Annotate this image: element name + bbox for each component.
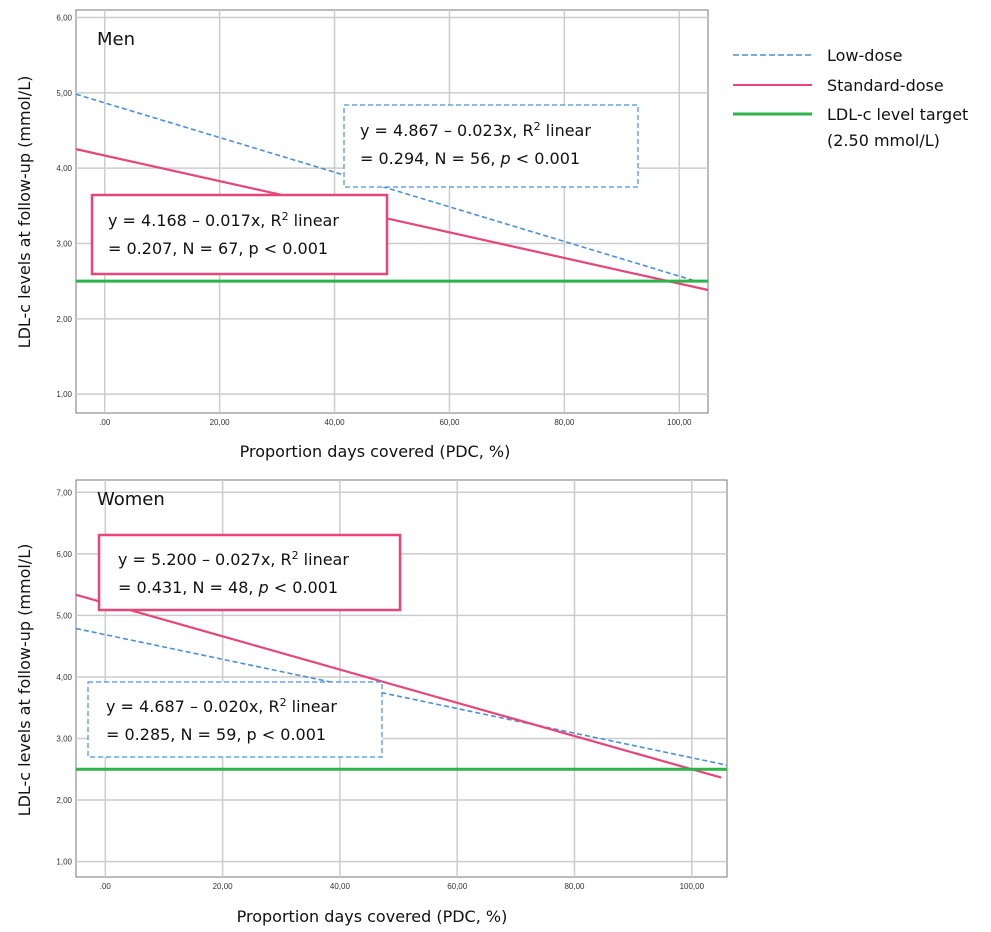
legend-low-dose-label: Low-dose bbox=[827, 46, 902, 65]
women-x-tick-label: 60,00 bbox=[447, 882, 468, 891]
men-panel-label: Men bbox=[97, 29, 135, 50]
women-x-tick-label: 20,00 bbox=[213, 882, 234, 891]
women-y-tick-label: 2,00 bbox=[56, 796, 72, 805]
men-low-dose-equation-line2: = 0.294, N = 56, p < 0.001 bbox=[360, 149, 580, 168]
men-low-dose-equation-line1: y = 4.867 – 0.023x, R2 linear bbox=[360, 120, 591, 140]
men-standard-dose-equation-line1: y = 4.168 – 0.017x, R2 linear bbox=[108, 210, 339, 230]
women-panel: 1,00 2,00 3,00 4,00 5,00 6,00 7,00 .00 20,00 40,… bbox=[15, 479, 728, 926]
men-low-dose-fit-line bbox=[75, 93, 697, 283]
women-grid bbox=[76, 480, 727, 877]
women-standard-dose-fit-line bbox=[75, 593, 722, 779]
men-series bbox=[75, 93, 709, 292]
women-x-tick-label: 100,00 bbox=[680, 882, 705, 891]
women-standard-dose-equation-line1: y = 5.200 – 0.027x, R2 linear bbox=[118, 549, 349, 569]
legend-standard-dose-label: Standard-dose bbox=[827, 76, 944, 95]
women-low-dose-fit-line bbox=[75, 627, 728, 766]
men-x-tick-label: 100,00 bbox=[667, 418, 692, 427]
women-x-tick-label: 80,00 bbox=[564, 882, 585, 891]
men-y-tick-label: 2,00 bbox=[56, 315, 72, 324]
legend-target-sublabel: (2.50 mmol/L) bbox=[827, 131, 940, 150]
women-y-axis-label: LDL-c levels at follow-up (mmol/L) bbox=[15, 544, 34, 817]
legend-target-label: LDL-c level target bbox=[827, 105, 968, 124]
women-y-tick-label: 1,00 bbox=[56, 858, 72, 867]
men-y-tick-label: 4,00 bbox=[56, 164, 72, 173]
women-y-tick-label: 7,00 bbox=[56, 488, 72, 497]
men-x-tick-labels: .00 20,00 40,00 60,00 80,00 100,00 bbox=[99, 418, 692, 427]
men-y-axis-label: LDL-c levels at follow-up (mmol/L) bbox=[15, 76, 34, 349]
men-y-tick-label: 6,00 bbox=[56, 14, 72, 23]
women-y-tick-label: 4,00 bbox=[56, 673, 72, 682]
women-panel-label: Women bbox=[97, 489, 165, 510]
men-x-tick-label: 20,00 bbox=[210, 418, 231, 427]
men-low-dose-equation-box: y = 4.867 – 0.023x, R2 linear = 0.294, N… bbox=[343, 104, 639, 188]
men-x-tick-label: .00 bbox=[99, 418, 111, 427]
women-series bbox=[75, 593, 728, 779]
men-y-tick-labels: 1,00 2,00 3,00 4,00 5,00 6,00 bbox=[56, 14, 72, 400]
men-x-tick-label: 40,00 bbox=[325, 418, 346, 427]
women-y-tick-label: 6,00 bbox=[56, 550, 72, 559]
women-low-dose-equation-line1: y = 4.687 – 0.020x, R2 linear bbox=[106, 696, 337, 716]
women-x-tick-label: .00 bbox=[100, 882, 112, 891]
women-y-tick-label: 5,00 bbox=[56, 611, 72, 620]
men-x-tick-label: 60,00 bbox=[439, 418, 460, 427]
men-standard-dose-equation-line2: = 0.207, N = 67, p < 0.001 bbox=[108, 239, 328, 258]
men-panel: 1,00 2,00 3,00 4,00 5,00 6,00 .00 20,00 40,00 60… bbox=[15, 9, 709, 461]
women-x-tick-label: 40,00 bbox=[330, 882, 351, 891]
men-y-tick-label: 5,00 bbox=[56, 89, 72, 98]
men-x-tick-label: 80,00 bbox=[554, 418, 575, 427]
women-standard-dose-equation-box: y = 5.200 – 0.027x, R2 linear = 0.431, N… bbox=[97, 533, 402, 612]
women-standard-dose-equation-line2: = 0.431, N = 48, p < 0.001 bbox=[118, 578, 338, 597]
legend: Low-dose Standard-dose LDL-c level targe… bbox=[733, 46, 968, 150]
men-x-axis-label: Proportion days covered (PDC, %) bbox=[240, 442, 511, 461]
women-low-dose-equation-line2: = 0.285, N = 59, p < 0.001 bbox=[106, 725, 326, 744]
men-y-tick-label: 1,00 bbox=[56, 390, 72, 399]
women-x-tick-labels: .00 20,00 40,00 60,00 80,00 100,00 bbox=[100, 882, 705, 891]
women-x-axis-label: Proportion days covered (PDC, %) bbox=[237, 907, 508, 926]
women-low-dose-equation-box: y = 4.687 – 0.020x, R2 linear = 0.285, N… bbox=[87, 681, 383, 758]
men-standard-dose-fit-line bbox=[75, 148, 709, 292]
men-standard-dose-equation-box: y = 4.168 – 0.017x, R2 linear = 0.207, N… bbox=[90, 193, 389, 276]
men-y-tick-label: 3,00 bbox=[56, 240, 72, 249]
women-y-tick-label: 3,00 bbox=[56, 735, 72, 744]
women-y-tick-labels: 1,00 2,00 3,00 4,00 5,00 6,00 7,00 bbox=[56, 488, 72, 866]
